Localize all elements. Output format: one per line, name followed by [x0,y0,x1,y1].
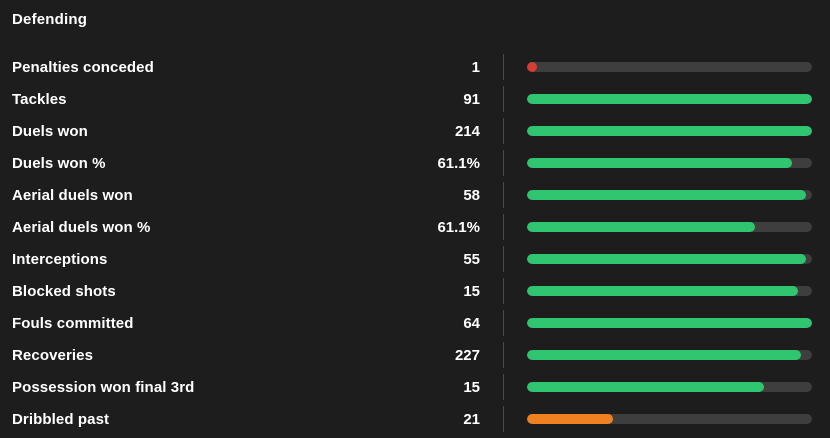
stat-value: 1 [471,58,480,76]
stat-row: Aerial duels won 58 [0,179,830,211]
stat-value: 227 [454,346,480,364]
stat-bar-track [527,414,812,424]
row-divider [503,246,504,272]
stat-value: 15 [463,378,480,396]
stat-bar-track [527,382,812,392]
row-divider [503,374,504,400]
stat-bar-fill [527,62,537,72]
stat-bar-fill [527,382,764,392]
row-divider [503,182,504,208]
stat-bar-track [527,126,812,136]
row-divider [503,118,504,144]
stat-value: 61.1% [437,218,480,236]
stat-bar-fill [527,254,807,264]
row-divider [503,54,504,80]
stat-label: Aerial duels won % [12,218,151,236]
stat-row: Dribbled past 21 [0,403,830,435]
row-divider [503,214,504,240]
stat-bar-track [527,190,812,200]
stat-bar-fill [527,94,812,104]
stat-label: Possession won final 3rd [12,378,195,396]
stat-value: 214 [454,122,480,140]
stat-label: Tackles [12,90,67,108]
stat-row: Recoveries 227 [0,339,830,371]
stat-bar-fill [527,414,613,424]
stat-bar-fill [527,126,812,136]
stat-label: Recoveries [12,346,94,364]
stat-row: Possession won final 3rd 15 [0,371,830,403]
row-divider [503,150,504,176]
stat-label: Duels won [12,122,88,140]
stat-label: Aerial duels won [12,186,133,204]
stat-bar-fill [527,158,793,168]
section-title: Defending [12,11,88,28]
stat-bar-fill [527,190,807,200]
row-divider [503,278,504,304]
stats-rows: Penalties conceded 1 Tackles 91 Duels wo… [0,51,830,435]
stat-row: Fouls committed 64 [0,307,830,339]
stat-bar-track [527,286,812,296]
stat-row: Aerial duels won % 61.1% [0,211,830,243]
stat-value: 55 [463,250,480,268]
stat-label: Penalties conceded [12,58,154,76]
stat-row: Blocked shots 15 [0,275,830,307]
stat-label: Duels won % [12,154,106,172]
stat-value: 21 [463,410,480,428]
stat-bar-track [527,222,812,232]
stat-row: Duels won 214 [0,115,830,147]
stat-label: Dribbled past [12,410,110,428]
stat-bar-fill [527,286,798,296]
row-divider [503,310,504,336]
stat-bar-fill [527,318,812,328]
stat-row: Interceptions 55 [0,243,830,275]
stat-value: 61.1% [437,154,480,172]
stat-value: 15 [463,282,480,300]
row-divider [503,86,504,112]
stat-label: Fouls committed [12,314,134,332]
stat-bar-track [527,350,812,360]
stat-row: Penalties conceded 1 [0,51,830,83]
stat-bar-track [527,254,812,264]
stat-label: Blocked shots [12,282,116,300]
stat-bar-track [527,158,812,168]
stat-bar-fill [527,222,755,232]
stat-value: 91 [463,90,480,108]
row-divider [503,406,504,432]
stat-row: Duels won % 61.1% [0,147,830,179]
stat-bar-track [527,62,812,72]
stat-value: 58 [463,186,480,204]
stat-value: 64 [463,314,480,332]
stat-row: Tackles 91 [0,83,830,115]
stat-bar-track [527,318,812,328]
stat-bar-fill [527,350,801,360]
stat-bar-track [527,94,812,104]
row-divider [503,342,504,368]
stat-label: Interceptions [12,250,108,268]
